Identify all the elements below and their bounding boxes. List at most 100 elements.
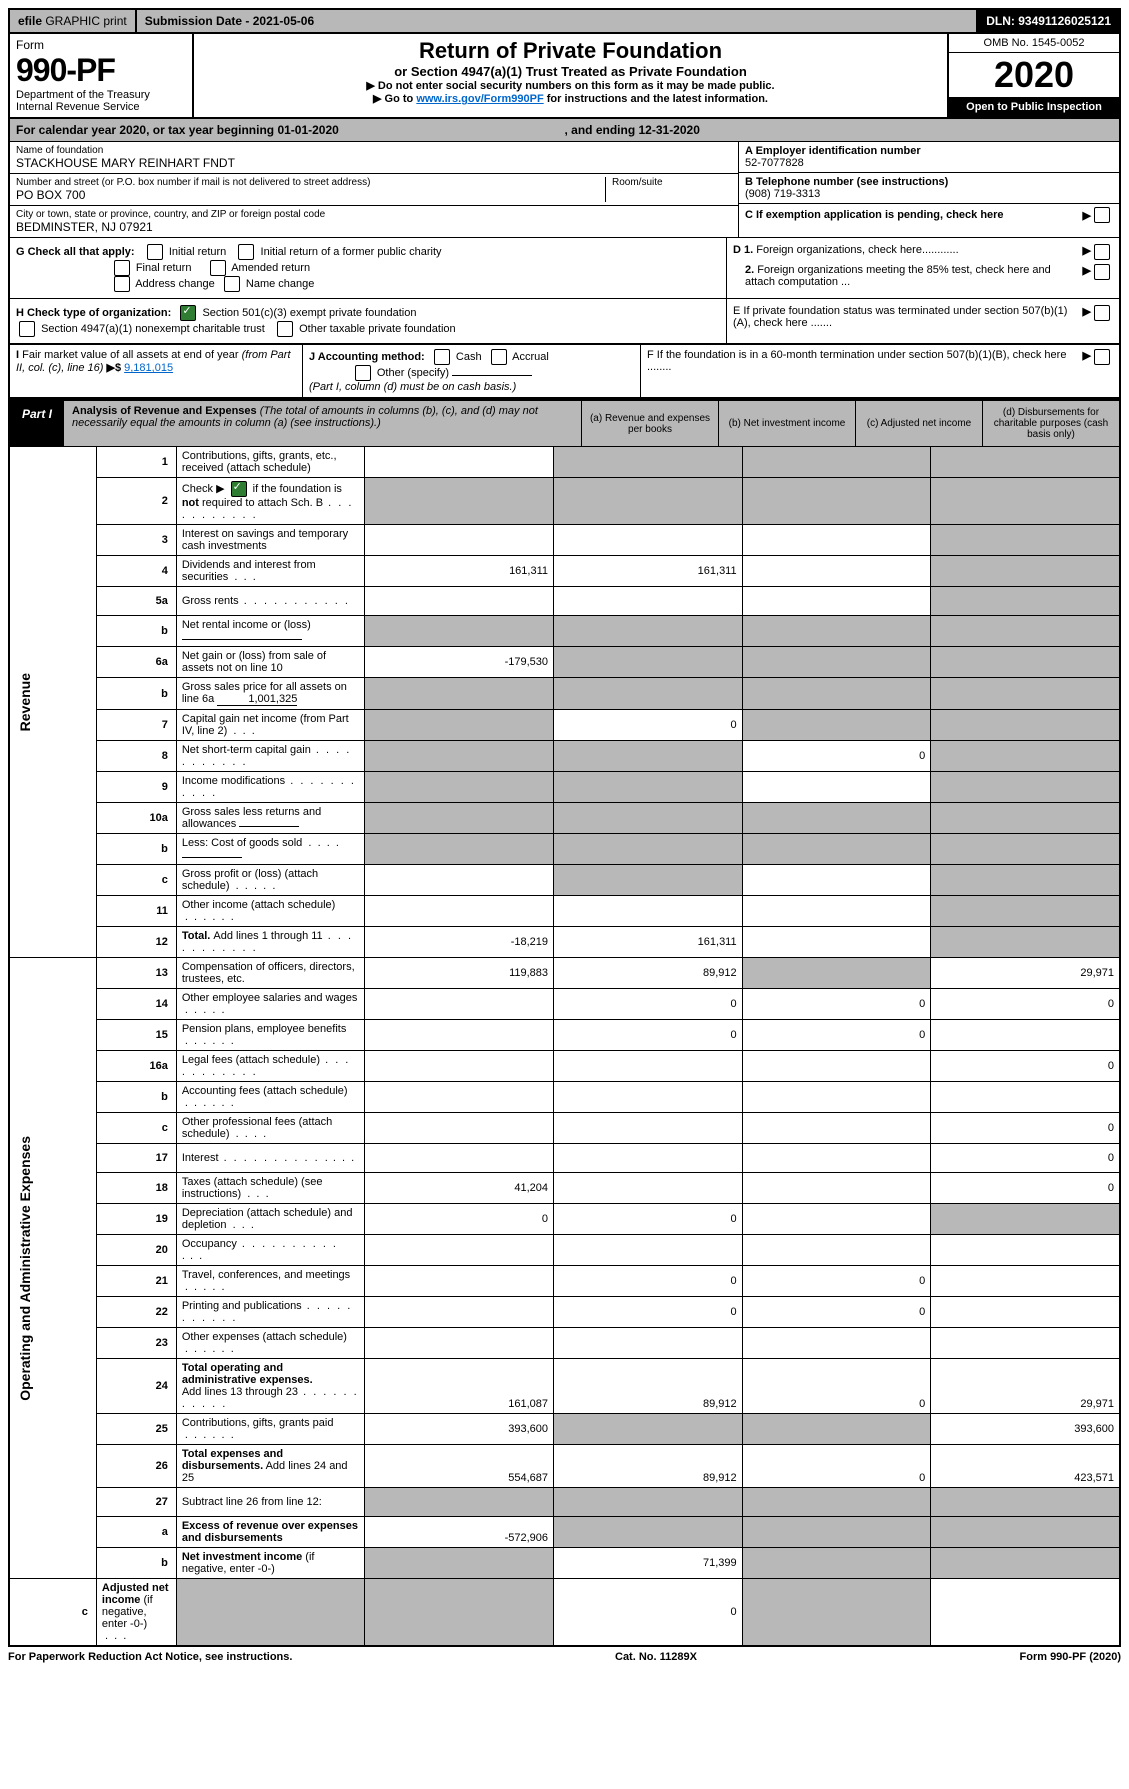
initial-return-checkbox[interactable] [147, 244, 163, 260]
row-10a: 10aGross sales less returns and allowanc… [9, 803, 1120, 834]
r27b-desc: Net investment income (if negative, ente… [176, 1548, 365, 1579]
row-27a: aExcess of revenue over expenses and dis… [9, 1517, 1120, 1548]
column-headers: (a) Revenue and expenses per books (b) N… [581, 401, 1119, 446]
r26-c: 0 [742, 1445, 931, 1488]
g-initial-former: Initial return of a former public charit… [261, 246, 442, 258]
r8-desc: Net short-term capital gain [176, 741, 365, 772]
arrow-icon: ▶ [1083, 305, 1091, 337]
efile-bold: efile [18, 14, 42, 28]
g-initial: Initial return [169, 246, 226, 258]
accrual-checkbox[interactable] [491, 349, 507, 365]
d1-checkbox[interactable] [1094, 244, 1110, 260]
row-26: 26Total expenses and disbursements. Add … [9, 1445, 1120, 1488]
h-501c3: Section 501(c)(3) exempt private foundat… [202, 307, 416, 319]
r20-desc: Occupancy . . [176, 1235, 365, 1266]
address-change-checkbox[interactable] [114, 276, 130, 292]
name-label: Name of foundation [16, 145, 732, 156]
row-12: 12Total. Total. Add lines 1 through 11Ad… [9, 927, 1120, 958]
footer-center: Cat. No. 11289X [615, 1651, 697, 1663]
g-check-block: G Check all that apply: Initial return I… [10, 238, 726, 298]
arrow-icon: ▶ [1083, 209, 1091, 222]
checks-row-gd: G Check all that apply: Initial return I… [8, 238, 1121, 299]
row-7: 7Capital gain net income (from Part IV, … [9, 710, 1120, 741]
r6a-desc: Net gain or (loss) from sale of assets n… [176, 647, 365, 678]
row-4: 4Dividends and interest from securities … [9, 556, 1120, 587]
r24-b: 89,912 [554, 1359, 743, 1414]
name-change-checkbox[interactable] [224, 276, 240, 292]
r13-desc: Compensation of officers, directors, tru… [176, 958, 365, 989]
open-inspection: Open to Public Inspection [949, 97, 1119, 117]
row-21: 21Travel, conferences, and meetings . . … [9, 1266, 1120, 1297]
form-subtitle: or Section 4947(a)(1) Trust Treated as P… [198, 64, 943, 79]
j-accrual: Accrual [512, 351, 549, 363]
final-return-checkbox[interactable] [114, 260, 130, 276]
r13-d: 29,971 [931, 958, 1120, 989]
r18-a: 41,204 [365, 1173, 554, 1204]
h-check-block: H Check type of organization: Section 50… [10, 299, 726, 343]
d2-checkbox[interactable] [1094, 264, 1110, 280]
address-block: Number and street (or P.O. box number if… [16, 177, 605, 202]
r22-c: 0 [742, 1297, 931, 1328]
r27a-a: -572,906 [365, 1517, 554, 1548]
j-label: J Accounting method: [309, 351, 425, 363]
r22-b: 0 [554, 1297, 743, 1328]
r15-b: 0 [554, 1020, 743, 1051]
r5a-desc: Gross rents [176, 587, 365, 616]
subdate-label: Submission Date - [145, 14, 253, 28]
4947-checkbox[interactable] [19, 321, 35, 337]
fmv-link[interactable]: 9,181,015 [124, 362, 173, 374]
city-label: City or town, state or province, country… [16, 209, 732, 220]
amended-return-checkbox[interactable] [210, 260, 226, 276]
r4-a: 161,311 [365, 556, 554, 587]
cash-checkbox[interactable] [434, 349, 450, 365]
e-checkbox[interactable] [1094, 305, 1110, 321]
form-number: 990-PF [16, 52, 186, 89]
form-label: Form [16, 38, 186, 52]
other-method-checkbox[interactable] [355, 365, 371, 381]
i-block: I Fair market value of all assets at end… [10, 345, 303, 397]
f-checkbox[interactable] [1094, 349, 1110, 365]
dln-value: 93491126025121 [1018, 14, 1111, 28]
header-right: OMB No. 1545-0052 2020 Open to Public In… [947, 34, 1119, 117]
row-27c: cAdjusted net income (if negative, enter… [9, 1579, 1120, 1647]
col-c-header: (c) Adjusted net income [855, 401, 982, 446]
instr2-prefix: ▶ Go to [373, 93, 416, 105]
r12-desc: Total. Total. Add lines 1 through 11Add … [176, 927, 365, 958]
exemption-block: C If exemption application is pending, c… [739, 204, 1119, 226]
r15-c: 0 [742, 1020, 931, 1051]
entity-right: A Employer identification number 52-7077… [738, 142, 1119, 237]
r19-a: 0 [365, 1204, 554, 1235]
501c3-checkbox[interactable] [180, 305, 196, 321]
h-other: Other taxable private foundation [299, 323, 456, 335]
r7-b: 0 [554, 710, 743, 741]
r14-desc: Other employee salaries and wages . . . … [176, 989, 365, 1020]
city-value: BEDMINSTER, NJ 07921 [16, 220, 732, 234]
r23-desc: Other expenses (attach schedule) . . . .… [176, 1328, 365, 1359]
r5b-desc: Net rental income or (loss) [176, 616, 365, 647]
g-addr: Address change [135, 278, 215, 290]
exemption-checkbox[interactable] [1094, 207, 1110, 223]
f-block: F If the foundation is in a 60-month ter… [641, 345, 1119, 397]
r25-desc: Contributions, gifts, grants paid . . . … [176, 1414, 365, 1445]
schb-checkbox[interactable] [231, 481, 247, 497]
form990pf-link[interactable]: www.irs.gov/Form990PF [416, 93, 543, 105]
initial-former-checkbox[interactable] [238, 244, 254, 260]
foundation-name-block: Name of foundation STACKHOUSE MARY REINH… [16, 145, 732, 170]
r18-desc: Taxes (attach schedule) (see instruction… [176, 1173, 365, 1204]
r6b-desc: Gross sales price for all assets on line… [176, 678, 365, 710]
other-taxable-checkbox[interactable] [277, 321, 293, 337]
r16a-d: 0 [931, 1051, 1120, 1082]
r24-d: 29,971 [931, 1359, 1120, 1414]
row-22: 22Printing and publications00 [9, 1297, 1120, 1328]
r13-a: 119,883 [365, 958, 554, 989]
r27a-desc: Excess of revenue over expenses and disb… [176, 1517, 365, 1548]
r2-desc: Check ▶ if the foundation is not require… [176, 478, 365, 525]
part1-label-block: Part I Analysis of Revenue and Expenses … [10, 401, 581, 446]
r27-desc: Subtract line 26 from line 12: [176, 1488, 365, 1517]
row-3: 3Interest on savings and temporary cash … [9, 525, 1120, 556]
arrow-icon: ▶ [1083, 264, 1091, 288]
form-header: Form 990-PF Department of the Treasury I… [8, 34, 1121, 119]
dept-irs: Internal Revenue Service [16, 101, 186, 113]
row-2: 2Check ▶ if the foundation is not requir… [9, 478, 1120, 525]
r19-b: 0 [554, 1204, 743, 1235]
